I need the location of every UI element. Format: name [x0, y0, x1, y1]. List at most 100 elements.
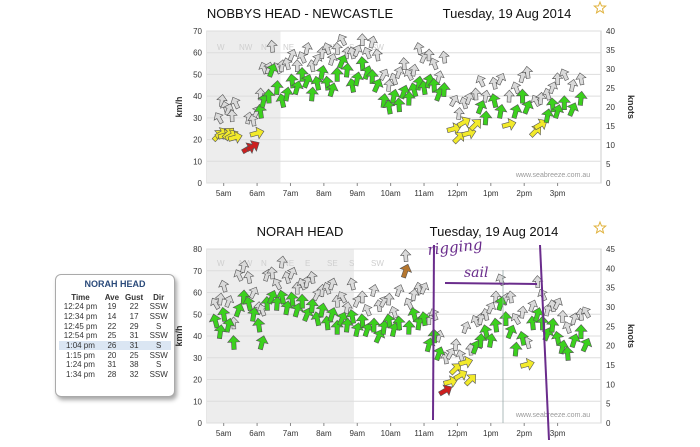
wind-arrow: [232, 302, 246, 318]
y-tick-label-left: 80: [193, 245, 202, 254]
gust-arrow: [356, 290, 369, 304]
y-axis-label-left: km/h: [174, 96, 184, 117]
y-axis-label-right: knots: [626, 324, 636, 348]
gust-arrow: [331, 41, 343, 55]
gust-arrow: [346, 277, 358, 291]
gust-arrow: [527, 299, 538, 313]
gust-arrow: [568, 312, 580, 326]
gust-arrow: [490, 290, 502, 304]
wind-arrow: [227, 335, 241, 350]
wind-arrow: [285, 291, 299, 307]
gust-arrow: [306, 270, 318, 284]
wind-arrow: [541, 108, 555, 124]
tooltip-row: 1:15 pm 20 25 SSW: [59, 350, 171, 360]
direction-label: SW: [371, 259, 384, 268]
y-tick-label-left: 40: [193, 92, 202, 101]
station-tooltip: NORAH HEAD Time Ave Gust Dir 12:24 pm 19 2…: [55, 274, 175, 397]
gust-arrow: [547, 81, 558, 95]
tooltip-cell-time: 12:24 pm: [63, 302, 98, 312]
x-tick-label: 2pm: [516, 189, 532, 198]
y-tick-label-left: 30: [193, 114, 202, 123]
gust-arrow: [463, 92, 475, 105]
y-tick-label-left: 0: [198, 179, 203, 188]
gust-arrow: [552, 297, 563, 311]
x-tick-label: 1pm: [483, 429, 499, 438]
wind-arrow: [463, 374, 477, 387]
wind-arrow: [285, 73, 299, 89]
wind-arrow: [330, 66, 344, 82]
y-tick-label-right: 0: [606, 419, 611, 428]
wind-arrow: [336, 54, 349, 70]
tooltip-cell-time: 1:34 pm: [66, 370, 95, 380]
gust-arrow: [351, 44, 363, 58]
y-tick-label-right: 40: [606, 264, 615, 273]
wind-arrow: [242, 296, 256, 312]
y-tick-label-left: 60: [193, 49, 202, 58]
wind-arrow: [387, 88, 401, 104]
gust-arrow: [233, 269, 244, 282]
favourite-star-icon: [593, 0, 607, 15]
gust-arrow: [366, 35, 378, 49]
tooltip-cell-time: 1:15 pm: [66, 350, 95, 360]
y-tick-label-right: 20: [606, 103, 615, 112]
y-axis-label-left: km/h: [174, 325, 184, 346]
tooltip-cell-time: 12:45 pm: [63, 321, 98, 331]
wind-arrow: [551, 104, 565, 120]
wind-arrow: [350, 71, 364, 87]
wind-arrow: [574, 90, 588, 106]
wind-arrow: [392, 315, 406, 331]
x-tick-label: 12pm: [447, 429, 467, 438]
wind-arrow: [501, 117, 517, 131]
gust-arrow: [337, 34, 348, 47]
wind-arrow: [399, 263, 413, 279]
wind-arrow: [519, 357, 535, 371]
wind-arrow: [452, 132, 465, 145]
wind-arrow: [479, 110, 493, 126]
wind-arrow: [320, 75, 334, 91]
x-tick-label: 6am: [249, 189, 265, 198]
tooltip-cell-dir: S: [156, 321, 162, 331]
wind-arrow: [545, 317, 560, 333]
tooltip-header-gust: Gust: [125, 292, 144, 302]
tooltip-cell-gust: 25: [129, 350, 139, 360]
wind-arrow: [509, 104, 523, 120]
gust-arrow: [559, 68, 570, 82]
wind-arrow: [453, 369, 468, 381]
tooltip-cell-time: 12:34 pm: [63, 312, 98, 322]
gust-arrow: [393, 66, 405, 79]
tooltip-cell-gust: 29: [129, 321, 139, 331]
y-tick-label-right: 35: [606, 284, 615, 293]
gust-arrow: [326, 277, 338, 291]
direction-label: N: [261, 259, 267, 268]
annotation-line-top: [444, 282, 538, 285]
tooltip-cell-ave: 26: [101, 340, 122, 351]
wind-arrow: [402, 90, 416, 106]
y-tick-label-right: 30: [606, 65, 615, 74]
direction-label: S: [349, 259, 354, 268]
wind-arrow: [484, 333, 498, 349]
direction-label: SE: [327, 43, 338, 52]
gust-arrow: [475, 75, 486, 88]
favourite-star-icon: [593, 220, 607, 235]
wind-arrow: [340, 62, 354, 78]
annotation-line-left: [432, 244, 435, 421]
gust-arrow: [230, 96, 241, 110]
wind-arrow: [305, 298, 319, 314]
tooltip-row: 12:24 pm 19 22 SSW: [59, 302, 171, 312]
wind-arrow: [340, 317, 354, 333]
gust-arrow: [562, 321, 574, 334]
y-tick-label-right: 5: [606, 160, 611, 169]
tooltip-cell-ave: 14: [107, 312, 117, 322]
tooltip-cell-gust: 32: [129, 370, 139, 380]
wind-arrow: [247, 306, 261, 322]
tooltip-cell-ave: 31: [107, 360, 117, 370]
gust-arrow: [418, 282, 430, 295]
y-tick-label-left: 20: [193, 136, 202, 145]
x-tick-label: 5am: [216, 189, 232, 198]
wind-arrow: [509, 341, 523, 357]
tooltip-row: 12:34 pm 14 17 SSW: [59, 312, 171, 322]
tooltip-cell-gust: 17: [129, 312, 139, 322]
x-tick-label: 2pm: [516, 429, 532, 438]
